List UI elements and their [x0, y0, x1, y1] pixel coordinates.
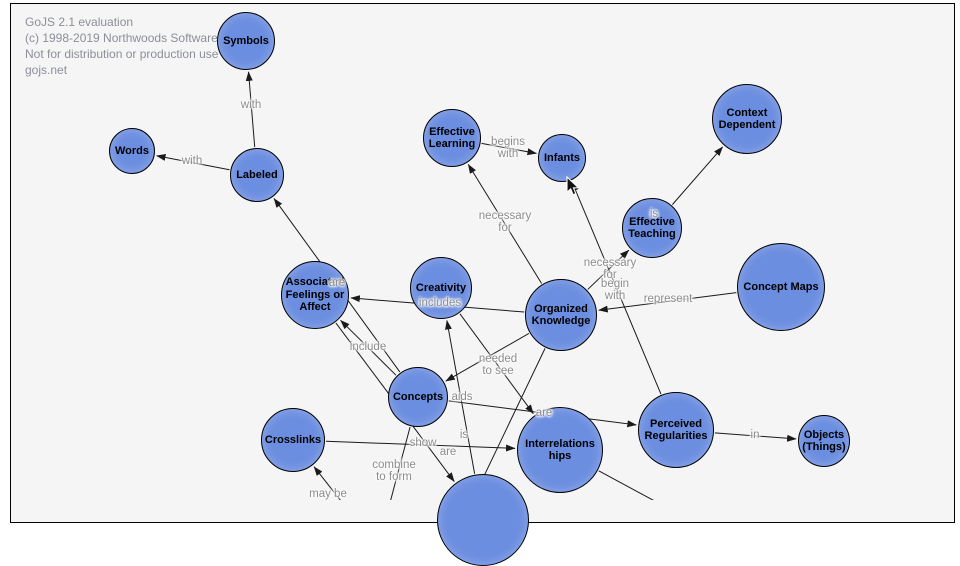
- node-label: Regularities: [644, 430, 708, 442]
- node-organized-knowledge[interactable]: Organized Knowledge: [525, 279, 597, 351]
- edge-concepts-to-offscreen[interactable]: [378, 426, 411, 500]
- edge-effective-learning-to-infants[interactable]: [481, 142, 537, 156]
- watermark-line: gojs.net: [25, 63, 68, 77]
- edge-crosslinks-to-interrelationships[interactable]: [325, 440, 516, 452]
- node-words[interactable]: Words: [109, 128, 155, 174]
- node-label: Affect: [299, 301, 331, 314]
- node-context-dependent[interactable]: Context Dependent: [712, 84, 782, 154]
- watermark-line: Not for distribution or production use: [25, 47, 219, 61]
- edge-perceived-regularities-to-objects-things[interactable]: [714, 432, 797, 442]
- edge-label: with: [240, 99, 262, 111]
- node-label: Knowledge: [531, 315, 591, 327]
- edge-concept-maps-to-organized-knowledge[interactable]: [598, 292, 737, 313]
- node-symbols[interactable]: Symbols: [217, 12, 275, 70]
- node-label: Feelings or: [285, 288, 345, 301]
- node-label: Words: [114, 144, 150, 157]
- edge-effective-teaching-to-context-dependent[interactable]: [671, 146, 724, 205]
- edge-label: are: [535, 407, 553, 419]
- node-label: Creativity: [415, 281, 467, 294]
- node-label: Dependent: [718, 119, 776, 131]
- edge-label: represent: [643, 293, 693, 305]
- edge-labeled-to-symbols[interactable]: [245, 71, 256, 148]
- node-effective-teaching[interactable]: Effective Teaching: [622, 198, 682, 258]
- watermark-line: GoJS 2.1 evaluation: [25, 15, 134, 29]
- edge-label: are: [439, 446, 457, 458]
- edge-partial-node-to-creativity[interactable]: [445, 319, 476, 474]
- node-label: Objects: [803, 428, 845, 441]
- node-label: hips: [548, 450, 572, 462]
- edge-concepts-to-associated-feelings[interactable]: [340, 319, 397, 376]
- node-label: Teaching: [628, 228, 676, 240]
- node-infants[interactable]: Infants: [538, 134, 586, 182]
- node-label: Effective: [429, 125, 475, 138]
- edge-label: include: [349, 341, 387, 353]
- edge-organized-knowledge-to-effective-learning[interactable]: [467, 163, 543, 284]
- edge-label: is: [459, 429, 469, 441]
- node-labeled[interactable]: Labeled: [230, 148, 284, 202]
- node-concepts[interactable]: Concepts: [388, 367, 448, 427]
- edge-label: necessary for: [583, 257, 637, 281]
- node-label: Learning: [428, 138, 476, 150]
- node-label: Context: [726, 106, 768, 119]
- node-perceived-regularities[interactable]: Perceived Regularities: [638, 392, 714, 468]
- edge-offscreen-to-crosslinks[interactable]: [313, 466, 378, 500]
- node-crosslinks[interactable]: Crosslinks: [261, 408, 325, 472]
- edge-perceived-regularities-to-infants[interactable]: [571, 181, 662, 395]
- node-label: Organized: [534, 302, 588, 315]
- node-partial-node[interactable]: [437, 474, 529, 566]
- edge-creativity-to-interrelationships[interactable]: [459, 313, 534, 415]
- edge-label: with: [181, 155, 203, 167]
- node-label: Labeled: [236, 168, 278, 181]
- edge-interrelationships-to-offscreen[interactable]: [598, 470, 690, 500]
- node-label: Perceived: [650, 417, 702, 430]
- edge-label: combine to form: [372, 459, 416, 483]
- edge-label: in: [750, 429, 760, 441]
- watermark-line: (c) 1998-2019 Northwoods Software: [25, 31, 218, 45]
- node-label: Concepts: [392, 390, 444, 403]
- node-label: Effective: [629, 215, 675, 228]
- watermark: GoJS 2.1 evaluation (c) 1998-2019 Northwo…: [25, 14, 218, 78]
- edge-label: begins with: [491, 136, 525, 160]
- node-objects-things[interactable]: Objects (Things): [798, 415, 850, 467]
- edge-label: show: [409, 437, 437, 449]
- edge-labeled-to-words[interactable]: [156, 153, 230, 171]
- node-concept-maps[interactable]: Concept Maps: [737, 243, 825, 331]
- node-label: Symbols: [223, 34, 269, 47]
- edge-label: begin with: [600, 278, 630, 302]
- edge-label: are: [328, 277, 346, 289]
- node-label: Interrelations: [525, 437, 595, 450]
- node-effective-learning[interactable]: Effective Learning: [423, 109, 481, 167]
- node-interrelationships[interactable]: Interrelations hips: [517, 407, 603, 493]
- edge-label: includes: [418, 297, 462, 309]
- edge-label: may be: [309, 488, 347, 500]
- node-label: (Things): [802, 441, 846, 453]
- node-creativity[interactable]: Creativity: [410, 257, 472, 319]
- edge-label: is: [649, 208, 659, 220]
- edge-organized-knowledge-to-concepts[interactable]: [445, 332, 530, 382]
- node-associated-feelings[interactable]: Associated Feelings or Affect: [281, 261, 349, 329]
- edge-label: needed to see: [478, 353, 518, 377]
- edge-label: necessary for: [478, 210, 532, 234]
- node-label: Associated: [285, 276, 345, 289]
- node-label: Infants: [543, 151, 581, 164]
- node-label: Crosslinks: [264, 433, 322, 446]
- node-label: Concept Maps: [743, 280, 819, 293]
- edge-label: aids: [451, 391, 473, 403]
